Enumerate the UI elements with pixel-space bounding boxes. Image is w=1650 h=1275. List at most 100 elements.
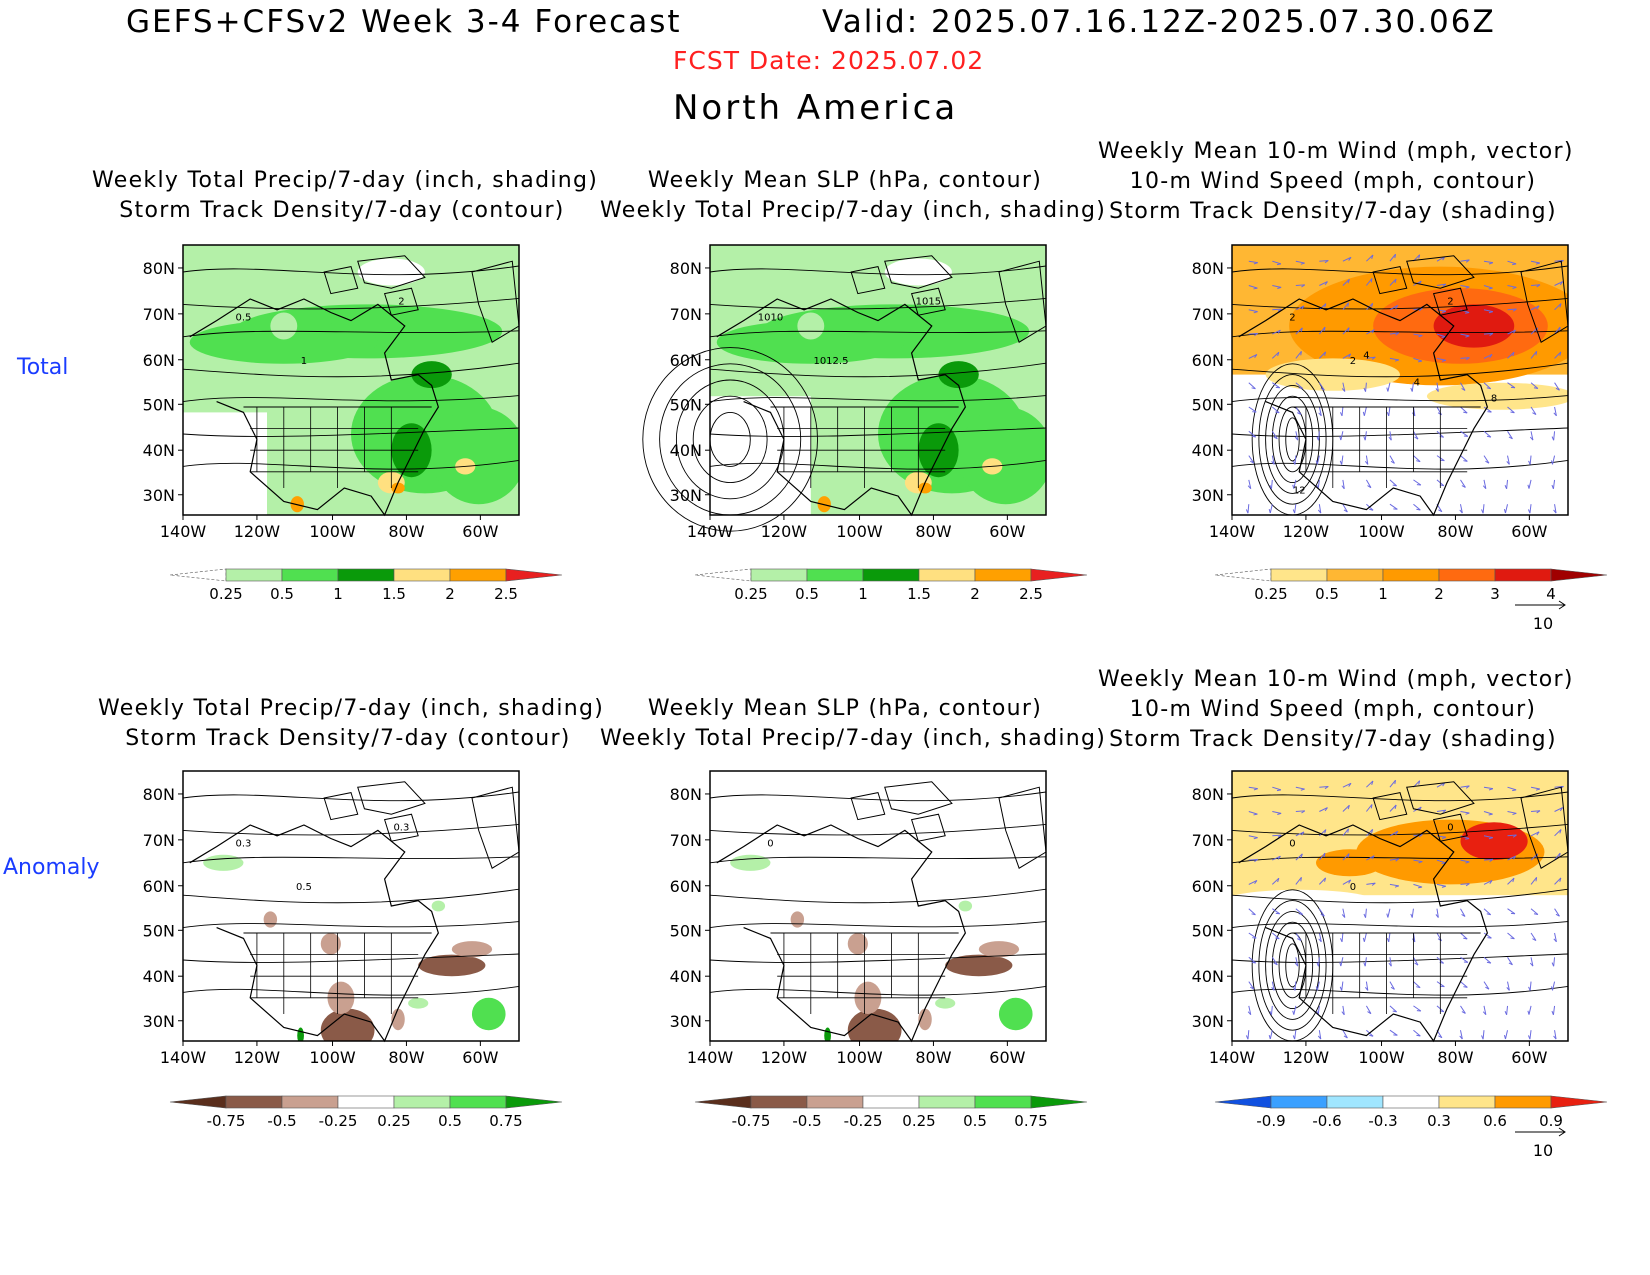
wind-vector-head bbox=[1438, 509, 1443, 513]
wind-vector bbox=[1483, 382, 1492, 390]
map-frame bbox=[1231, 770, 1569, 1042]
lat-label: 50N bbox=[143, 921, 175, 940]
wind-vector bbox=[1295, 327, 1303, 335]
wind-vector-head bbox=[1324, 829, 1327, 834]
wind-vector bbox=[1366, 804, 1373, 812]
wind-vector-head bbox=[1512, 286, 1517, 289]
panel-title-precip-storm-anomaly: Weekly Total Precip/7-day (inch, shading… bbox=[98, 694, 603, 754]
wind-vector-head bbox=[1486, 913, 1491, 916]
shading-area bbox=[918, 482, 932, 494]
wind-vector bbox=[1387, 382, 1391, 392]
wind-vector bbox=[1293, 479, 1297, 489]
wind-vector-head bbox=[1559, 877, 1562, 882]
wind-vector-head bbox=[1418, 360, 1423, 363]
wind-vector bbox=[1483, 285, 1493, 289]
lat-label: 80N bbox=[670, 259, 702, 278]
wind-vector bbox=[1389, 804, 1397, 812]
contour-line bbox=[182, 265, 520, 276]
lat-label: 40N bbox=[143, 967, 175, 986]
lat-label: 60N bbox=[670, 351, 702, 370]
lon-label: 60W bbox=[462, 522, 498, 541]
wind-vector bbox=[1554, 829, 1562, 837]
wind-vector bbox=[1483, 309, 1493, 313]
wind-vector-head bbox=[1253, 287, 1258, 290]
wind-vector bbox=[1272, 406, 1280, 414]
wind-vector-head bbox=[1533, 913, 1539, 915]
wind-vector bbox=[1294, 981, 1297, 991]
colorbar-end-left bbox=[694, 568, 752, 582]
wind-vector bbox=[1460, 382, 1466, 391]
wind-vector-head bbox=[1535, 262, 1541, 265]
wind-vector-head bbox=[1300, 853, 1303, 858]
wind-vector bbox=[1248, 835, 1258, 839]
contour-line bbox=[1231, 427, 1569, 437]
colorbar-segment bbox=[1270, 1095, 1328, 1109]
wind-vector bbox=[1460, 259, 1470, 262]
wind-vector-head bbox=[1489, 354, 1493, 358]
wind-vector bbox=[1554, 1030, 1557, 1040]
wind-vector-head bbox=[1463, 937, 1468, 940]
wind-vector bbox=[1248, 1005, 1252, 1015]
contour-line bbox=[1271, 395, 1314, 484]
wind-vector bbox=[1248, 406, 1257, 413]
wind-vector bbox=[1295, 786, 1305, 790]
colorbar-segment bbox=[393, 1095, 451, 1109]
wind-vector-head bbox=[1363, 913, 1367, 918]
contour-line bbox=[182, 823, 520, 836]
wind-vector-head bbox=[1441, 310, 1447, 314]
wind-vector bbox=[1389, 503, 1398, 510]
shading-area bbox=[998, 997, 1033, 1031]
lat-label: 50N bbox=[1192, 921, 1224, 940]
wind-vector-head bbox=[1488, 311, 1493, 314]
colorbar-segment bbox=[1494, 1095, 1552, 1109]
wind-vector bbox=[1318, 431, 1320, 441]
contour-label: 0 bbox=[1447, 822, 1453, 833]
wind-vector-head bbox=[1339, 436, 1342, 441]
wind-vector bbox=[1389, 830, 1398, 837]
shading-area bbox=[938, 361, 979, 389]
wind-vector-head bbox=[1459, 1035, 1463, 1040]
colorbar-end-right bbox=[1550, 1095, 1608, 1109]
wind-vector bbox=[1507, 981, 1510, 991]
wind-vector-head bbox=[1367, 1011, 1372, 1015]
title-line: Storm Track Density/7-day (contour) bbox=[119, 198, 565, 223]
wind-vector bbox=[1528, 1005, 1532, 1015]
wind-vector bbox=[1460, 883, 1470, 885]
wind-vector bbox=[1365, 455, 1369, 465]
wind-vector-head bbox=[1386, 938, 1390, 943]
wind-vector-head bbox=[1410, 387, 1413, 392]
wind-vector bbox=[1342, 1005, 1345, 1015]
wind-vector bbox=[1482, 1030, 1485, 1040]
contour-line bbox=[1231, 888, 1569, 904]
wind-vector-head bbox=[1301, 284, 1306, 288]
wind-vector bbox=[1507, 877, 1515, 885]
wind-vector bbox=[1272, 285, 1282, 288]
wind-vector-head bbox=[1418, 335, 1423, 338]
wind-vector-head bbox=[1510, 411, 1515, 414]
wind-vector-head bbox=[1536, 284, 1541, 288]
wind-vector-head bbox=[1463, 460, 1468, 462]
wind-vector-head bbox=[1292, 986, 1296, 991]
vector-reference-head bbox=[1558, 1127, 1566, 1137]
wind-vector bbox=[1341, 932, 1344, 943]
contour-line bbox=[709, 823, 1047, 836]
wind-vector bbox=[1529, 455, 1532, 465]
vector-reference-label: 10 bbox=[1533, 1141, 1553, 1160]
wind-vector bbox=[1248, 332, 1258, 335]
wind-vector-head bbox=[1254, 332, 1259, 337]
wind-vector-head bbox=[1297, 938, 1302, 941]
lon-label: 80W bbox=[388, 1048, 424, 1067]
contour-line bbox=[1265, 384, 1320, 494]
wind-vector bbox=[1459, 504, 1463, 514]
wind-vector-head bbox=[1465, 259, 1470, 263]
colorbar-label: 0.25 bbox=[1254, 585, 1287, 603]
vector-reference: 10 bbox=[1515, 600, 1566, 633]
wind-vector-head bbox=[1277, 878, 1280, 883]
wind-vector bbox=[1366, 356, 1376, 359]
wind-vector bbox=[1318, 326, 1326, 335]
contour-line bbox=[1231, 459, 1569, 470]
wind-vector bbox=[1271, 957, 1278, 966]
wind-vector bbox=[1342, 782, 1352, 788]
wind-vector-head bbox=[1251, 435, 1256, 438]
contour-label: 1015 bbox=[916, 296, 941, 307]
